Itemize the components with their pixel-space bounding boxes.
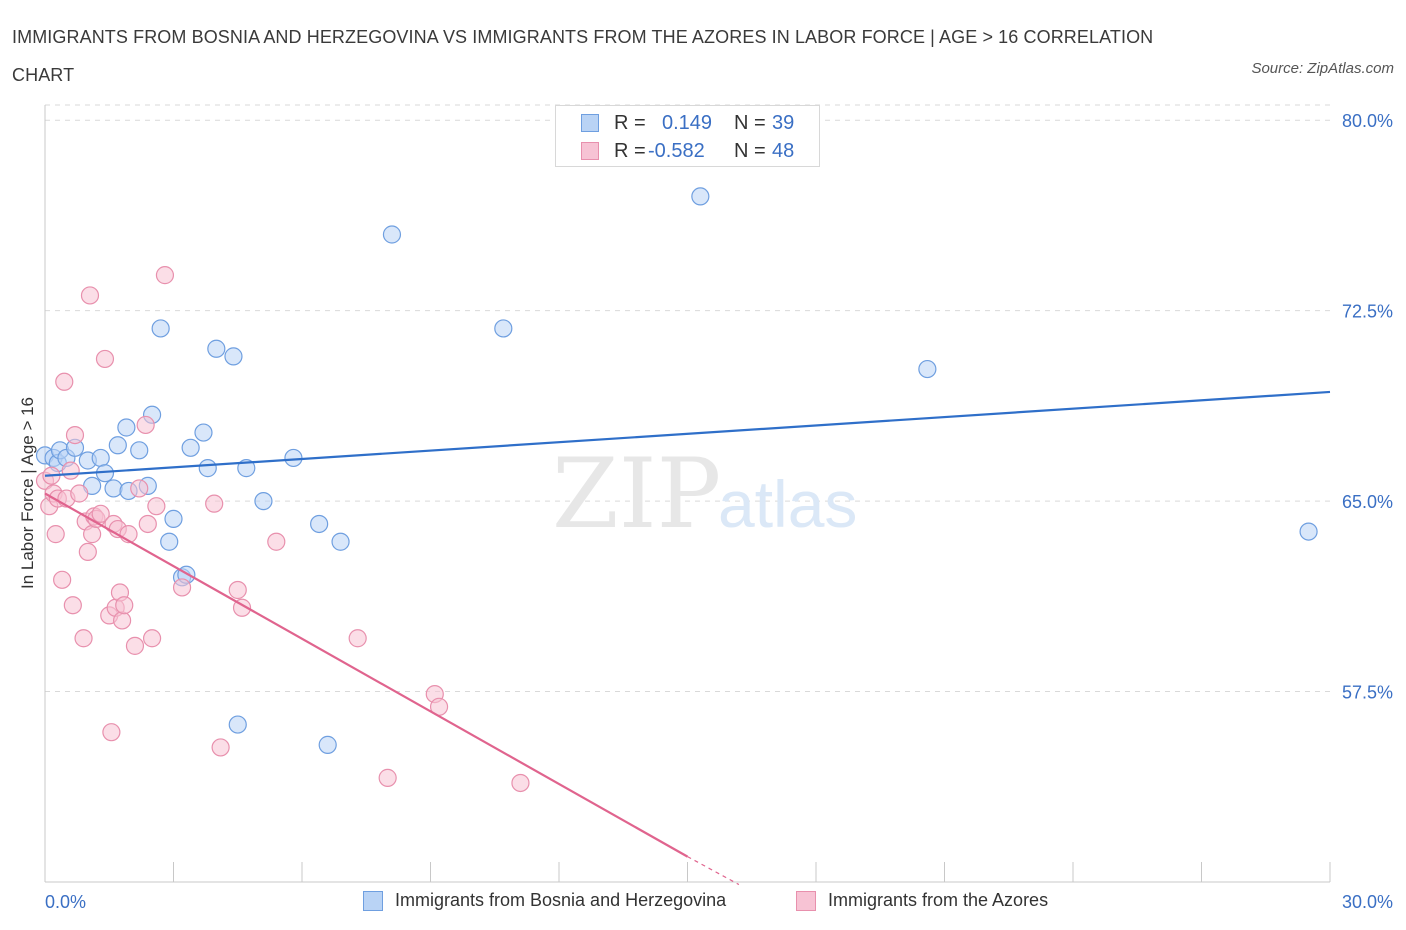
data-point-bosnia	[160, 532, 179, 551]
data-point-azores	[348, 629, 367, 648]
data-point-azores	[74, 629, 93, 648]
trend-line-azores	[44, 492, 689, 858]
data-point-bosnia	[318, 735, 337, 754]
source-label: Source: ZipAtlas.com	[1251, 60, 1394, 77]
data-point-azores	[65, 425, 85, 445]
data-point-azores	[205, 494, 224, 513]
data-point-azores	[63, 596, 82, 615]
data-point-bosnia	[494, 319, 513, 338]
bottom-legend-swatch-azores	[796, 891, 816, 911]
data-point-azores	[142, 629, 162, 648]
legend-n-label: N =	[734, 112, 766, 134]
data-point-azores	[155, 266, 175, 285]
data-point-azores	[53, 570, 72, 589]
data-point-azores	[91, 504, 110, 523]
data-point-azores	[211, 738, 230, 757]
data-point-azores	[61, 461, 80, 480]
data-point-bosnia	[91, 448, 110, 468]
data-point-bosnia	[108, 436, 127, 455]
x-tick-label-max: 30.0%	[1342, 892, 1393, 912]
data-point-bosnia	[117, 418, 136, 437]
data-point-azores	[147, 497, 166, 516]
data-point-bosnia	[181, 438, 200, 457]
data-point-azores	[511, 773, 530, 793]
data-point-bosnia	[130, 441, 149, 460]
data-point-bosnia	[228, 715, 247, 734]
y-axis-label: In Labor Force | Age > 16	[18, 397, 37, 589]
data-point-azores	[130, 479, 149, 498]
trend-line-azores-extension	[687, 856, 740, 886]
data-point-azores	[136, 415, 155, 435]
data-point-azores	[80, 286, 100, 305]
data-point-azores	[115, 596, 134, 615]
data-point-azores	[83, 525, 102, 544]
data-point-bosnia	[284, 448, 303, 468]
data-point-bosnia	[151, 319, 170, 338]
data-point-azores	[228, 580, 247, 600]
data-point-bosnia	[382, 225, 402, 244]
legend-r-label: R =	[614, 140, 646, 162]
data-point-bosnia	[194, 423, 213, 442]
legend-n-label: N =	[734, 140, 766, 162]
data-point-bosnia	[254, 492, 273, 511]
data-point-azores	[138, 514, 157, 534]
x-ticks	[173, 862, 1331, 882]
bottom-legend-label-bosnia: Immigrants from Bosnia and Herzegovina	[395, 890, 727, 910]
series-bosnia-points	[35, 187, 1318, 754]
legend-r-value: 0.149	[662, 112, 713, 134]
chart-title: IMMIGRANTS FROM BOSNIA AND HERZEGOVINA V…	[12, 27, 1154, 85]
legend-row-azores: R = -0.582 N = 48	[556, 138, 819, 166]
data-point-azores	[102, 723, 121, 742]
y-tick-label: 72.5%	[1342, 302, 1393, 322]
data-point-azores	[78, 542, 97, 562]
data-point-azores	[70, 484, 89, 503]
data-point-bosnia	[918, 359, 937, 379]
data-point-bosnia	[198, 459, 217, 478]
data-point-azores	[378, 768, 397, 787]
bottom-legend-label-azores: Immigrants from the Azores	[828, 890, 1049, 910]
data-point-bosnia	[1299, 522, 1318, 541]
data-point-azores	[55, 372, 74, 391]
data-point-bosnia	[310, 514, 329, 534]
watermark-atlas: atlas	[718, 467, 857, 541]
legend-n-value: 48	[772, 140, 795, 162]
legend-r-value: -0.582	[648, 140, 705, 162]
legend-swatch-bosnia	[581, 114, 599, 132]
data-point-azores	[46, 525, 65, 544]
trend-line-bosnia	[44, 390, 1331, 477]
legend-r-label: R =	[614, 112, 646, 134]
data-point-bosnia	[164, 509, 183, 528]
data-point-azores	[112, 611, 132, 630]
data-point-bosnia	[104, 479, 123, 498]
legend-swatch-azores	[581, 142, 599, 160]
correlation-legend: R = 0.149 N = 39 R = -0.582 N = 48	[555, 105, 820, 167]
y-tick-label: 80.0%	[1342, 111, 1393, 131]
y-tick-label: 57.5%	[1342, 683, 1393, 703]
watermark-zip: ZIP	[552, 438, 721, 550]
data-point-azores	[125, 636, 145, 655]
legend-row-bosnia: R = 0.149 N = 39	[556, 110, 819, 138]
y-tick-labels: 57.5% 65.0% 72.5% 80.0%	[1342, 111, 1393, 702]
series-azores-points	[35, 266, 530, 793]
watermark: ZIP atlas	[552, 438, 857, 550]
data-point-azores	[95, 349, 115, 369]
data-point-bosnia	[331, 532, 350, 551]
x-tick-label-min: 0.0%	[45, 892, 86, 912]
legend-n-value: 39	[772, 112, 795, 134]
data-point-bosnia	[207, 339, 226, 358]
data-point-bosnia	[691, 187, 710, 206]
data-point-bosnia	[224, 347, 243, 366]
data-point-azores	[172, 578, 192, 597]
bottom-legend-swatch-bosnia	[363, 891, 383, 911]
y-tick-label: 65.0%	[1342, 492, 1393, 512]
data-point-azores	[267, 532, 286, 551]
trend-lines	[44, 390, 1331, 886]
